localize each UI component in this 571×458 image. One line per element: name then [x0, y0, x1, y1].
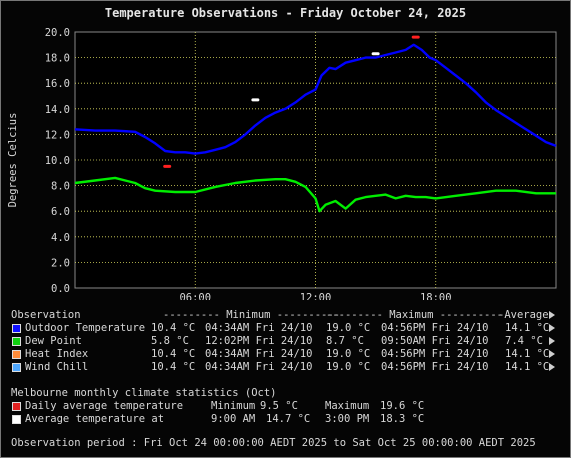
legend-row-name: Dew Point [25, 335, 82, 347]
legend-toggle-arrow-icon[interactable] [549, 324, 555, 332]
legend-header-minimum: --------- Minimum ---------- [163, 309, 341, 321]
monthly-row2-val1: 14.7 °C [266, 413, 311, 425]
x-tick-label: 06:00 [179, 292, 211, 300]
legend-row-min-value: 10.4 °C [151, 348, 196, 360]
chart-plot-svg: 0.0 2.0 4.0 6.0 8.0 10.0 12.0 14.0 16.0 18.0 20.0 0… [7, 27, 557, 300]
y-tick-label: 8.0 [51, 181, 70, 193]
y-tick-label: 10.0 [45, 155, 70, 167]
climate-marker-avg-9am [251, 98, 260, 102]
legend-row-average: 7.4 °C [505, 335, 543, 347]
climate-marker-daily-min [163, 164, 172, 168]
legend-row-max-time: 09:50AM Fri 24/10 [381, 335, 489, 347]
legend-toggle-arrow-icon[interactable] [549, 363, 555, 371]
legend-toggle-arrow-icon[interactable] [549, 350, 555, 358]
climate-marker-avg-3pm [371, 52, 380, 56]
legend-header-arrow-icon[interactable] [549, 311, 555, 319]
legend-swatch [12, 337, 21, 346]
legend-row-max-time: 04:56PM Fri 24/10 [381, 348, 489, 360]
legend-row-max-value: 19.0 °C [326, 361, 371, 373]
y-tick-label: 14.0 [45, 104, 70, 116]
legend-row-min-time: 04:34AM Fri 24/10 [205, 361, 313, 373]
legend-row-max-value: 8.7 °C [326, 335, 364, 347]
monthly-title: Melbourne monthly climate statistics (Oc… [11, 387, 277, 399]
monthly-row2-val2: 18.3 °C [380, 413, 425, 425]
legend-row-average: 14.1 °C [505, 322, 550, 334]
legend-row-min-time: 04:34AM Fri 24/10 [205, 348, 313, 360]
monthly-row1-label: Daily average temperature [25, 400, 184, 412]
legend-row-max-value: 19.0 °C [326, 348, 371, 360]
legend-header-maximum: --------- Maximum ---------- [326, 309, 504, 321]
x-tick-label: 12:00 [300, 292, 332, 300]
monthly-row1-swatch [12, 402, 21, 411]
y-tick-label: 2.0 [51, 257, 70, 269]
legend-row-name: Outdoor Temperature [25, 322, 146, 334]
y-axis-label: Degrees Celcius [7, 113, 19, 208]
legend-swatch [12, 363, 21, 372]
legend-row-min-value: 10.4 °C [151, 322, 196, 334]
legend-swatch [12, 350, 21, 359]
climate-marker-daily-max [411, 35, 420, 39]
legend-row-min-value: 5.8 °C [151, 335, 189, 347]
legend-row-min-value: 10.4 °C [151, 361, 196, 373]
legend-toggle-arrow-icon[interactable] [549, 337, 555, 345]
monthly-row1-val2: 19.6 °C [380, 400, 425, 412]
observation-period: Observation period : Fri Oct 24 00:00:00… [11, 437, 536, 449]
monthly-row2-swatch [12, 415, 21, 424]
monthly-row1-val1: 9.5 °C [260, 400, 298, 412]
monthly-row1-key2: Maximum [325, 400, 370, 412]
legend-row-max-time: 04:56PM Fri 24/10 [381, 361, 489, 373]
legend-row-name: Wind Chill [25, 361, 89, 373]
y-tick-label: 16.0 [45, 78, 70, 90]
series-line-outdoor-temperature [74, 43, 557, 155]
y-tick-label: 18.0 [45, 53, 70, 65]
y-tick-label: 12.0 [45, 129, 70, 141]
legend-header-average: -Average- [498, 309, 555, 321]
legend-row-max-time: 04:56PM Fri 24/10 [381, 322, 489, 334]
chart-title: Temperature Observations - Friday Octobe… [104, 6, 467, 20]
monthly-row2-key2: 3:00 PM [325, 413, 370, 425]
legend-row-min-time: 04:34AM Fri 24/10 [205, 322, 313, 334]
legend-row-average: 14.1 °C [505, 348, 550, 360]
y-tick-label: 0.0 [51, 283, 70, 295]
y-tick-label: 4.0 [51, 232, 70, 244]
legend-swatch [12, 324, 21, 333]
x-tick-label: 18:00 [420, 292, 452, 300]
y-tick-label: 20.0 [45, 27, 70, 39]
legend-header-observation: Observation [11, 309, 81, 321]
monthly-row2-key1: 9:00 AM [211, 413, 256, 425]
monthly-row1-key1: Minimum [211, 400, 256, 412]
legend-row-average: 14.1 °C [505, 361, 550, 373]
monthly-row2-label: Average temperature at [25, 413, 165, 425]
legend-row-max-value: 19.0 °C [326, 322, 371, 334]
series-line-dew-point [74, 176, 556, 213]
legend-row-name: Heat Index [25, 348, 89, 360]
legend-row-min-time: 12:02PM Fri 24/10 [205, 335, 313, 347]
y-tick-label: 6.0 [51, 206, 70, 218]
